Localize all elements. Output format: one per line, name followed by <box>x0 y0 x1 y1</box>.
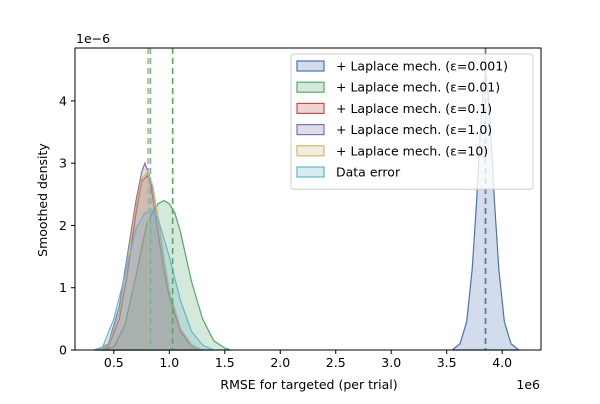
x-axis-ticks: 0.5 1.0 1.5 2.0 2.5 3.0 3.5 4.0 <box>104 350 512 370</box>
x-axis-scale-label: 1e6 <box>516 377 540 392</box>
y-axis-ticks: 0 1 2 3 4 <box>59 93 75 358</box>
density-area-series-6 <box>93 209 214 351</box>
legend-swatch <box>296 102 325 115</box>
x-axis-label: RMSE for targeted (per trial) <box>220 377 397 392</box>
legend-label: + Laplace mech. (ε=0.01) <box>336 80 500 95</box>
legend-label: + Laplace mech. (ε=0.1) <box>336 101 492 116</box>
x-tick-label: 3.0 <box>381 355 401 370</box>
legend-swatch <box>296 123 325 136</box>
legend-swatch <box>296 145 325 157</box>
x-tick-label: 0.5 <box>104 355 124 370</box>
plot-frame <box>74 47 542 351</box>
legend-label: + Laplace mech. (ε=0.001) <box>336 59 508 74</box>
density-area-series-4 <box>94 161 203 351</box>
axes <box>74 47 542 351</box>
x-tick-label: 2.0 <box>270 355 290 370</box>
x-tick-label: 1.0 <box>159 355 179 370</box>
y-tick-label: 0 <box>59 343 67 358</box>
mean-lines <box>147 48 487 350</box>
x-tick-label: 4.0 <box>492 355 512 370</box>
legend-swatch <box>296 166 325 178</box>
legend: + Laplace mech. (ε=0.001) + Laplace mech.… <box>290 53 534 190</box>
density-areas <box>93 72 521 351</box>
x-tick-label: 1.5 <box>215 355 235 370</box>
y-tick-label: 2 <box>59 218 67 233</box>
legend-label: + Laplace mech. (ε=10) <box>336 143 488 158</box>
legend-label: + Laplace mech. (ε=1.0) <box>336 122 492 137</box>
legend-swatch <box>296 81 325 93</box>
y-axis-label: Smoothed density <box>35 143 50 257</box>
legend-label: Data error <box>336 165 401 180</box>
legend-box <box>290 53 534 190</box>
y-tick-label: 4 <box>59 93 67 108</box>
y-tick-label: 1 <box>59 280 67 295</box>
x-tick-label: 3.5 <box>437 355 457 370</box>
y-axis-scale-label: 1e−6 <box>76 31 110 46</box>
y-tick-label: 3 <box>59 156 67 171</box>
x-tick-label: 2.5 <box>326 355 346 370</box>
legend-swatch <box>296 60 325 72</box>
